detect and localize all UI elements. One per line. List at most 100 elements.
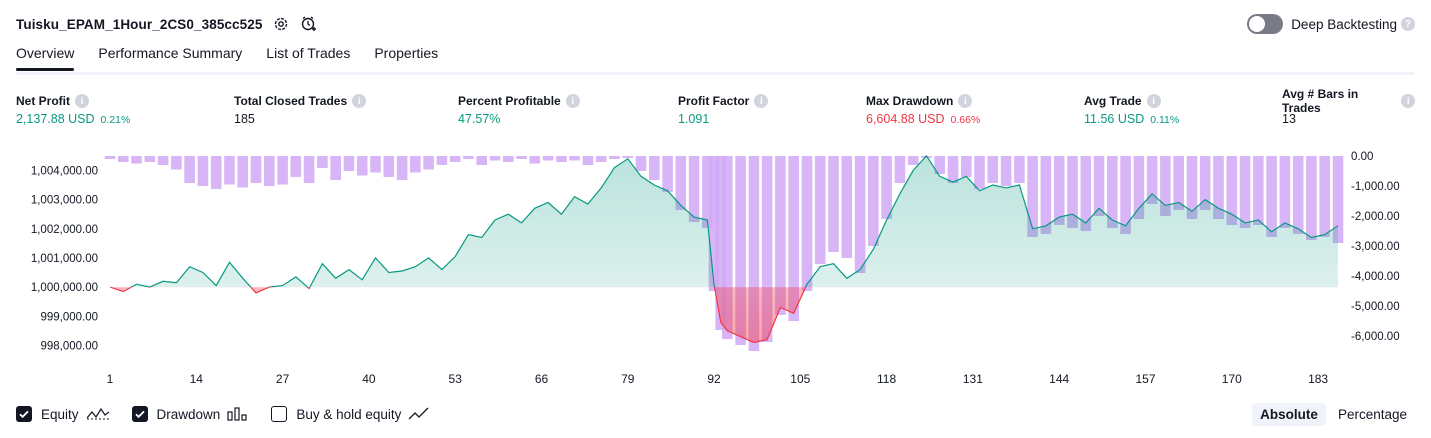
mode-percentage-button[interactable]: Percentage: [1337, 406, 1407, 422]
drawdown-bar: [934, 156, 945, 174]
drawdown-checkbox[interactable]: [131, 406, 148, 422]
tab-properties[interactable]: Properties: [374, 45, 439, 61]
drawdown-bar: [801, 156, 813, 291]
legend-buy-hold[interactable]: Buy & hold equity: [271, 406, 430, 422]
x-axis-tick-label: 131: [963, 372, 983, 386]
drawdown-bar: [828, 156, 839, 252]
drawdown-bar: [1266, 156, 1277, 237]
equity-line-negative: [109, 287, 807, 344]
drawdown-bar: [317, 156, 328, 168]
left-axis-tick-label: 1,002,000.00: [31, 224, 98, 236]
buy-hold-checkbox[interactable]: [271, 406, 288, 422]
help-icon[interactable]: ?: [1401, 17, 1415, 31]
x-axis-tick-label: 92: [707, 372, 721, 386]
drawdown-bar: [1199, 156, 1211, 210]
drawdown-bar: [1027, 156, 1038, 237]
metric-max-drawdown: Max Drawdown i 6,604.88 USD 0.66%: [866, 92, 980, 128]
drawdown-bar: [290, 156, 302, 177]
info-icon[interactable]: i: [754, 94, 769, 108]
metrics-row: Net Profit i 2,137.88 USD 0.21% Total Clos…: [16, 87, 1415, 132]
x-axis-tick-label: 157: [1135, 372, 1155, 386]
drawdown-bar: [383, 156, 395, 177]
info-icon[interactable]: i: [958, 94, 973, 108]
alarm-add-icon[interactable]: [300, 15, 318, 33]
drawdown-bar: [157, 156, 169, 165]
info-icon[interactable]: i: [352, 94, 367, 108]
right-axis-tick-label: 0.00: [1351, 151, 1373, 163]
drawdown-bar: [1173, 156, 1184, 210]
metric-percent: 0.11%: [1150, 114, 1180, 126]
drawdown-bar: [1226, 156, 1238, 225]
metric-label: Avg # Bars in Trades: [1282, 87, 1359, 115]
chart-legend: Equity Drawdown Buy & hold equity: [16, 402, 452, 426]
drawdown-bar: [1332, 156, 1344, 243]
gear-icon[interactable]: [272, 15, 290, 33]
drawdown-bar: [622, 156, 633, 158]
drawdown-bar: [131, 156, 142, 164]
drawdown-bar: [104, 156, 116, 159]
drawdown-bar: [748, 156, 760, 351]
drawdown-bar: [556, 156, 567, 162]
equity-chart[interactable]: 1,004,000.00 1,003,000.00 1,002,000.00 1,00…: [0, 140, 1431, 398]
metric-label: Total Closed Trades: [234, 94, 348, 108]
left-axis-tick-label: 1,004,000.00: [31, 165, 98, 177]
drawdown-bar: [1067, 156, 1078, 228]
drawdown-bar: [370, 156, 381, 173]
equity-checkbox[interactable]: [16, 406, 32, 422]
drawdown-bar: [1253, 156, 1264, 225]
left-axis-tick-label: 998,000.00: [40, 340, 98, 352]
x-axis-tick-label: 144: [1049, 372, 1069, 386]
legend-equity[interactable]: Equity: [16, 406, 110, 422]
drawdown-bar: [688, 156, 700, 222]
tab-performance-summary[interactable]: Performance Summary: [98, 45, 243, 61]
legend-drawdown[interactable]: Drawdown: [131, 406, 250, 422]
drawdown-bar: [841, 156, 853, 258]
drawdown-bar: [184, 156, 195, 183]
drawdown-bar: [436, 156, 448, 165]
drawdown-bar: [649, 156, 660, 180]
equity-line-positive: [110, 154, 1339, 288]
drawdown-bar: [264, 156, 275, 186]
deep-backtesting-control: Deep Backtesting ?: [1247, 12, 1415, 36]
drawdown-bar: [1120, 156, 1131, 234]
x-axis-tick-label: 66: [535, 372, 549, 386]
tab-list-of-trades[interactable]: List of Trades: [266, 45, 351, 61]
drawdown-bar: [1186, 156, 1198, 219]
drawdown-bar: [609, 156, 620, 159]
info-icon[interactable]: i: [1146, 94, 1161, 108]
deep-backtesting-label: Deep Backtesting: [1291, 16, 1397, 32]
mode-absolute-button[interactable]: Absolute: [1252, 402, 1326, 426]
drawdown-bar: [463, 156, 474, 159]
x-axis-tick-label: 40: [362, 372, 376, 386]
metric-label: Net Profit: [16, 94, 70, 108]
drawdown-bar: [788, 156, 799, 321]
info-icon[interactable]: i: [1401, 94, 1415, 108]
drawdown-bar: [529, 156, 541, 164]
tab-overview[interactable]: Overview: [16, 45, 75, 71]
legend-drawdown-label: Drawdown: [156, 406, 221, 422]
x-axis-tick-label: 183: [1308, 372, 1328, 386]
drawdown-bar: [595, 156, 607, 162]
drawdown-bar: [1040, 156, 1052, 234]
x-axis-tick-label: 105: [790, 372, 810, 386]
drawdown-bar: [118, 156, 129, 162]
drawdown-bar: [330, 156, 341, 180]
drawdown-bar: [197, 156, 209, 186]
legend-buy-hold-label: Buy & hold equity: [296, 406, 402, 422]
info-icon[interactable]: i: [565, 94, 580, 108]
drawdown-bars-icon: [227, 407, 249, 421]
metric-value: 13: [1282, 112, 1296, 126]
deep-backtesting-toggle[interactable]: [1247, 14, 1284, 34]
drawdown-bar: [1319, 156, 1330, 237]
drawdown-bar: [961, 156, 972, 177]
drawdown-bar: [569, 156, 580, 161]
drawdown-bar: [1000, 156, 1012, 186]
drawdown-bar: [987, 156, 999, 183]
drawdown-bar: [881, 156, 892, 219]
drawdown-bar: [1146, 156, 1158, 204]
metric-value: 1.091: [678, 112, 710, 126]
equity-area-negative: [110, 287, 1338, 343]
info-icon[interactable]: i: [75, 94, 89, 108]
drawdown-bar: [277, 156, 288, 185]
drawdown-bar: [675, 156, 687, 210]
